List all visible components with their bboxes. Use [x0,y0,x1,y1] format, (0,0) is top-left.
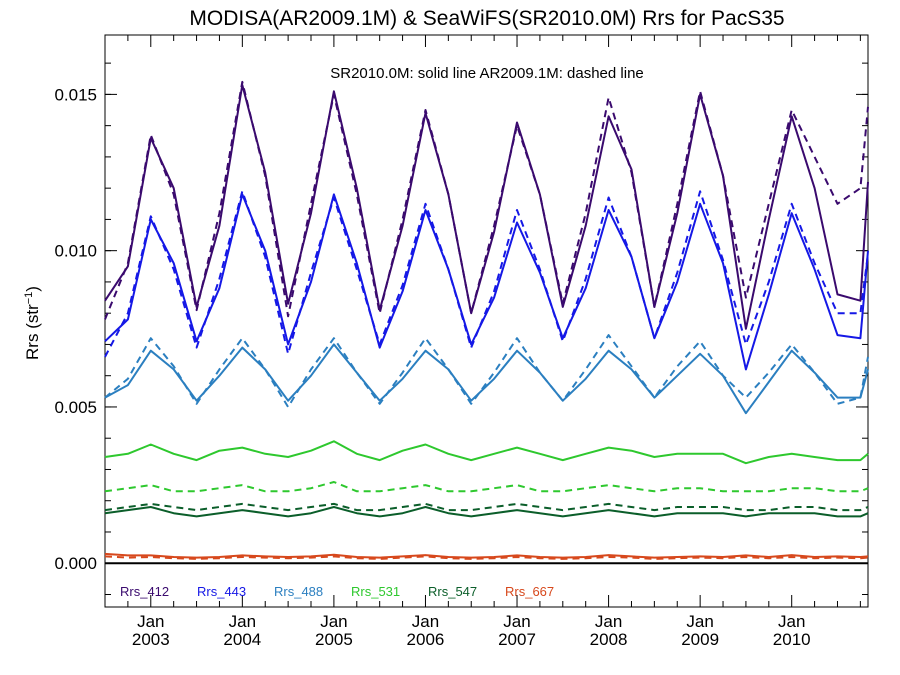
x-tick-label-year: 2007 [498,630,536,649]
x-axis-ticks: Jan2003Jan2004Jan2005Jan2006Jan2007Jan20… [104,35,861,649]
x-tick-label-month: Jan [595,612,622,631]
chart-title: MODISA(AR2009.1M) & SeaWiFS(SR2010.0M) R… [189,7,784,30]
x-tick-label-year: 2005 [315,630,353,649]
rrs-547-solid-line [104,506,869,518]
x-tick-label-year: 2004 [223,630,261,649]
rrs-412-solid-line [104,84,869,330]
rrs-412-dashed-line [104,80,869,320]
rrs-443-dashed-line [104,190,869,358]
y-tick-label: 0.000 [54,554,97,573]
rrs-488-solid-line [104,343,869,415]
legend-item-rrs-412: Rrs_412 [120,584,169,599]
x-tick-label-year: 2003 [132,630,170,649]
x-tick-label-month: Jan [686,612,713,631]
y-tick-label: 0.015 [54,85,97,104]
legend-item-rrs-443: Rrs_443 [197,584,246,599]
rrs-547-dashed-line [104,502,869,512]
rrs-443-solid-line [104,193,869,371]
x-tick-label-month: Jan [229,612,256,631]
y-axis-label: Rrs (str−1) [23,286,42,360]
rrs-531-dashed-line [104,481,869,493]
x-tick-label-month: Jan [778,612,805,631]
legend-item-rrs-488: Rrs_488 [274,584,323,599]
chart-subtitle: SR2010.0M: solid line AR2009.1M: dashed … [330,65,644,82]
rrs-667-solid-line [104,552,869,559]
series-group [104,80,869,560]
y-tick-label: 0.010 [54,242,97,261]
x-tick-label-month: Jan [320,612,347,631]
legend: Rrs_412 Rrs_443 Rrs_488 Rrs_531 Rrs_547 Rrs_6… [120,584,554,599]
x-tick-label-month: Jan [503,612,530,631]
legend-item-rrs-531: Rrs_531 [351,584,400,599]
x-tick-label-month: Jan [412,612,439,631]
legend-item-rrs-547: Rrs_547 [428,584,477,599]
plot-area-frame [104,34,869,608]
x-tick-label-year: 2010 [773,630,811,649]
x-tick-label-year: 2009 [681,630,719,649]
x-tick-label-year: 2006 [407,630,445,649]
x-tick-label-year: 2008 [590,630,628,649]
rrs-667-dashed-line [104,555,869,560]
y-tick-label: 0.005 [54,398,97,417]
x-tick-label-month: Jan [137,612,164,631]
rrs-531-solid-line [104,440,869,465]
legend-item-rrs-667: Rrs_667 [505,584,554,599]
y-axis-ticks: 0.000 0.005 0.010 0.015 [54,62,868,595]
